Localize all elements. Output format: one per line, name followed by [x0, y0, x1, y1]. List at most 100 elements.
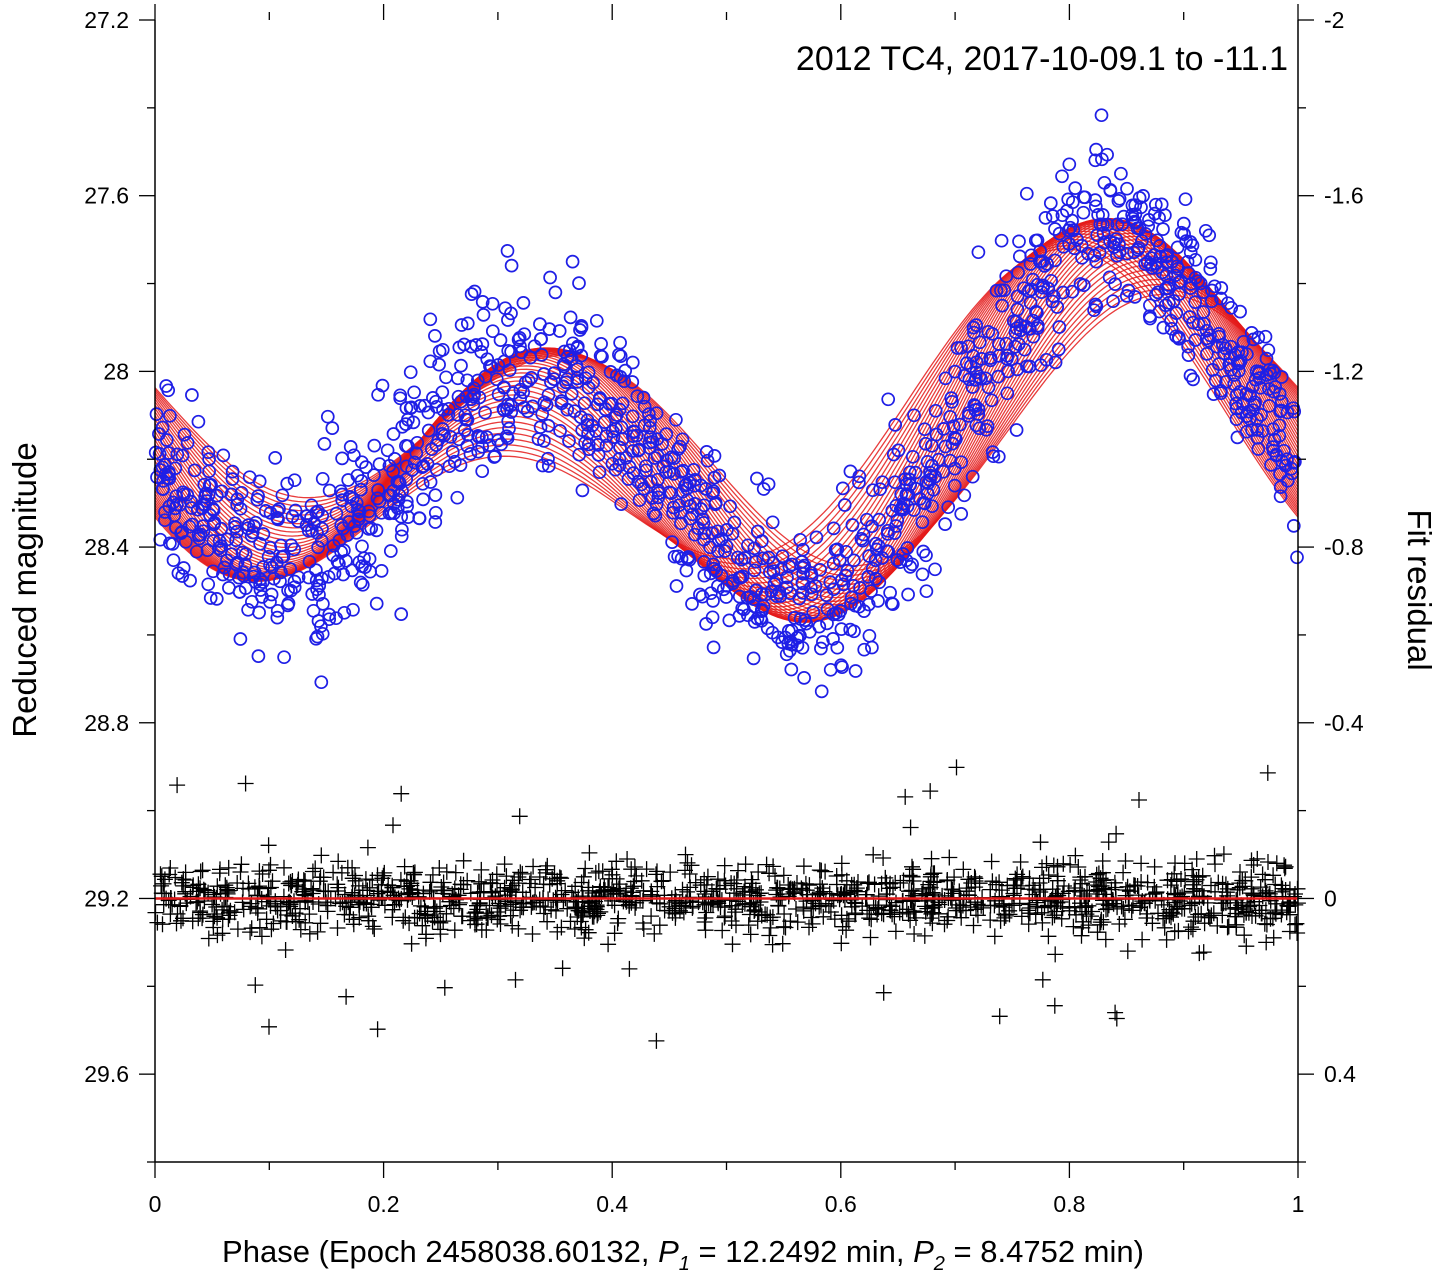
observed-point: [806, 605, 821, 619]
residual-point: [1193, 905, 1210, 922]
residual-point: [360, 908, 377, 925]
observed-point: [1143, 298, 1157, 313]
residual-point: [1117, 853, 1134, 869]
residual-point: [315, 869, 332, 886]
residual-point: [1194, 882, 1211, 899]
residual-point: [370, 883, 387, 900]
observed-point: [732, 609, 747, 623]
residual-point: [1144, 915, 1161, 932]
residual-point: [330, 853, 347, 870]
residual-point: [1207, 856, 1223, 873]
residual-point: [1265, 867, 1282, 884]
observed-point: [597, 415, 612, 429]
residual-point: [1056, 878, 1072, 894]
residual-point: [1033, 904, 1050, 921]
observed-point: [228, 520, 242, 534]
observed-point: [562, 434, 576, 448]
observed-point: [615, 432, 630, 446]
residual-point: [492, 883, 509, 900]
observed-point: [454, 318, 469, 332]
residual-point: [991, 874, 1008, 891]
observed-point: [1121, 283, 1136, 298]
residual-point: [1153, 891, 1170, 908]
observed-point: [163, 408, 177, 423]
observed-point: [423, 354, 438, 369]
observed-point: [1119, 289, 1134, 303]
observed-point: [238, 547, 253, 562]
x-tick-label: 0.2: [368, 1191, 400, 1217]
residual-point: [220, 911, 237, 928]
observed-point: [981, 380, 996, 395]
residual-point: [1070, 859, 1087, 875]
observed-point: [891, 443, 906, 458]
residual-point: [531, 869, 548, 885]
residual-point: [436, 882, 453, 899]
residual-point: [621, 960, 638, 977]
observed-point: [544, 375, 558, 389]
residual-point: [512, 864, 529, 881]
observed-point: [263, 558, 277, 573]
observed-point: [335, 493, 350, 507]
observed-point: [793, 532, 808, 547]
observed-point: [1019, 186, 1034, 201]
residual-point: [1252, 879, 1269, 896]
observed-point: [187, 463, 202, 478]
residual-point: [1201, 909, 1218, 926]
observed-point: [925, 499, 939, 514]
residual-point: [870, 901, 886, 918]
residual-point: [1273, 877, 1290, 894]
residual-point: [192, 880, 209, 897]
observed-point: [613, 349, 628, 363]
observed-point: [230, 555, 245, 570]
observed-point: [273, 574, 287, 589]
residual-point: [329, 876, 346, 893]
residual-point: [155, 875, 172, 892]
residual-point: [984, 873, 1001, 890]
observed-point: [574, 348, 589, 363]
observed-point: [367, 468, 381, 482]
residual-point: [939, 912, 956, 929]
residual-point: [651, 917, 668, 934]
residual-point: [208, 899, 225, 915]
observed-point: [521, 373, 536, 388]
residual-point: [567, 878, 584, 895]
observed-point: [676, 463, 690, 478]
observed-point: [725, 526, 740, 541]
residual-point: [1174, 888, 1191, 905]
observed-point: [741, 538, 755, 553]
observed-point: [251, 489, 265, 503]
observed-point: [363, 564, 378, 579]
observed-point: [1125, 207, 1139, 222]
observed-point: [972, 421, 987, 436]
observed-point: [626, 444, 640, 458]
observed-point: [1153, 249, 1168, 264]
observed-point: [845, 518, 860, 532]
residual-point: [697, 910, 714, 926]
observed-point: [859, 512, 874, 527]
observed-point: [1273, 404, 1288, 419]
observed-point: [562, 343, 577, 358]
observed-point: [1030, 318, 1045, 333]
observed-point: [466, 389, 481, 404]
observed-point: [629, 428, 644, 443]
observed-point: [190, 502, 205, 517]
observed-point: [1011, 265, 1025, 280]
observed-point: [612, 347, 626, 362]
residual-point: [251, 879, 268, 896]
observed-point: [493, 333, 508, 347]
residual-point: [604, 866, 621, 883]
observed-point: [541, 387, 556, 402]
observed-point: [1204, 294, 1219, 309]
observed-point: [639, 463, 653, 478]
observed-point: [428, 505, 443, 520]
observed-point: [504, 258, 519, 273]
residual-point: [400, 886, 417, 903]
residual-point: [761, 865, 778, 882]
residual-point: [251, 863, 268, 880]
observed-point: [310, 525, 324, 540]
observed-point: [548, 285, 563, 300]
observed-point: [1106, 294, 1120, 309]
observed-point: [1009, 423, 1024, 437]
observed-point: [335, 487, 350, 502]
observed-point: [1088, 199, 1103, 214]
